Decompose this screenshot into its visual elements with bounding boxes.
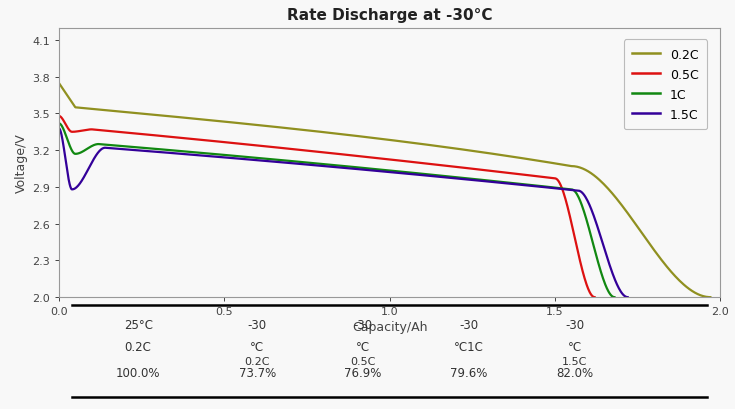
0.5C <box>387 158 396 163</box>
1C <box>369 167 378 172</box>
1.5C <box>587 206 595 211</box>
0.5C <box>577 263 586 268</box>
Title: Rate Discharge at -30°C: Rate Discharge at -30°C <box>287 8 492 23</box>
Line: 0.2C: 0.2C <box>59 83 710 297</box>
Text: 25°C: 25°C <box>123 318 153 331</box>
Text: °C: °C <box>567 341 582 353</box>
0.5C <box>54 114 63 119</box>
Text: 0.2C: 0.2C <box>125 341 151 353</box>
Line: 1C: 1C <box>59 124 614 297</box>
1C <box>54 121 63 126</box>
1.5C <box>509 182 518 187</box>
Text: 0.5C: 0.5C <box>351 357 376 366</box>
1C <box>462 176 470 181</box>
Text: 79.6%: 79.6% <box>451 366 487 380</box>
Text: 100.0%: 100.0% <box>116 366 160 380</box>
0.2C <box>453 147 462 152</box>
Text: 76.9%: 76.9% <box>345 366 381 380</box>
Text: °C: °C <box>356 341 370 353</box>
Text: 1.5C: 1.5C <box>562 357 587 366</box>
0.2C <box>706 295 714 300</box>
Text: °C1C: °C1C <box>454 341 484 353</box>
1.5C <box>623 295 632 300</box>
0.2C <box>151 113 159 118</box>
Text: -30: -30 <box>354 318 373 331</box>
Text: °C: °C <box>250 341 265 353</box>
Text: 73.7%: 73.7% <box>239 366 276 380</box>
Y-axis label: Voltage/V: Voltage/V <box>15 133 28 193</box>
0.5C <box>330 152 339 157</box>
Line: 0.5C: 0.5C <box>59 117 595 297</box>
1C <box>517 182 526 187</box>
1C <box>610 295 619 300</box>
Legend: 0.2C, 0.5C, 1C, 1.5C: 0.2C, 0.5C, 1C, 1.5C <box>624 40 707 130</box>
1.5C <box>54 126 63 131</box>
1.5C <box>65 179 74 184</box>
Text: -30: -30 <box>565 318 584 331</box>
Text: 82.0%: 82.0% <box>556 366 593 380</box>
Text: 0.2C: 0.2C <box>245 357 270 366</box>
1C <box>545 185 554 190</box>
0.5C <box>590 295 599 300</box>
1C <box>277 158 286 163</box>
0.5C <box>509 172 518 177</box>
Text: -30: -30 <box>459 318 478 331</box>
0.2C <box>668 271 677 276</box>
0.5C <box>378 157 387 162</box>
X-axis label: Capacity/Ah: Capacity/Ah <box>352 321 427 334</box>
0.5C <box>589 295 598 300</box>
0.2C <box>320 130 329 135</box>
0.2C <box>54 81 63 86</box>
1.5C <box>471 178 480 183</box>
1.5C <box>398 171 407 176</box>
1.5C <box>577 190 586 195</box>
0.2C <box>535 159 544 164</box>
Text: -30: -30 <box>248 318 267 331</box>
0.2C <box>169 115 178 120</box>
1C <box>185 150 194 155</box>
Line: 1.5C: 1.5C <box>59 129 628 297</box>
